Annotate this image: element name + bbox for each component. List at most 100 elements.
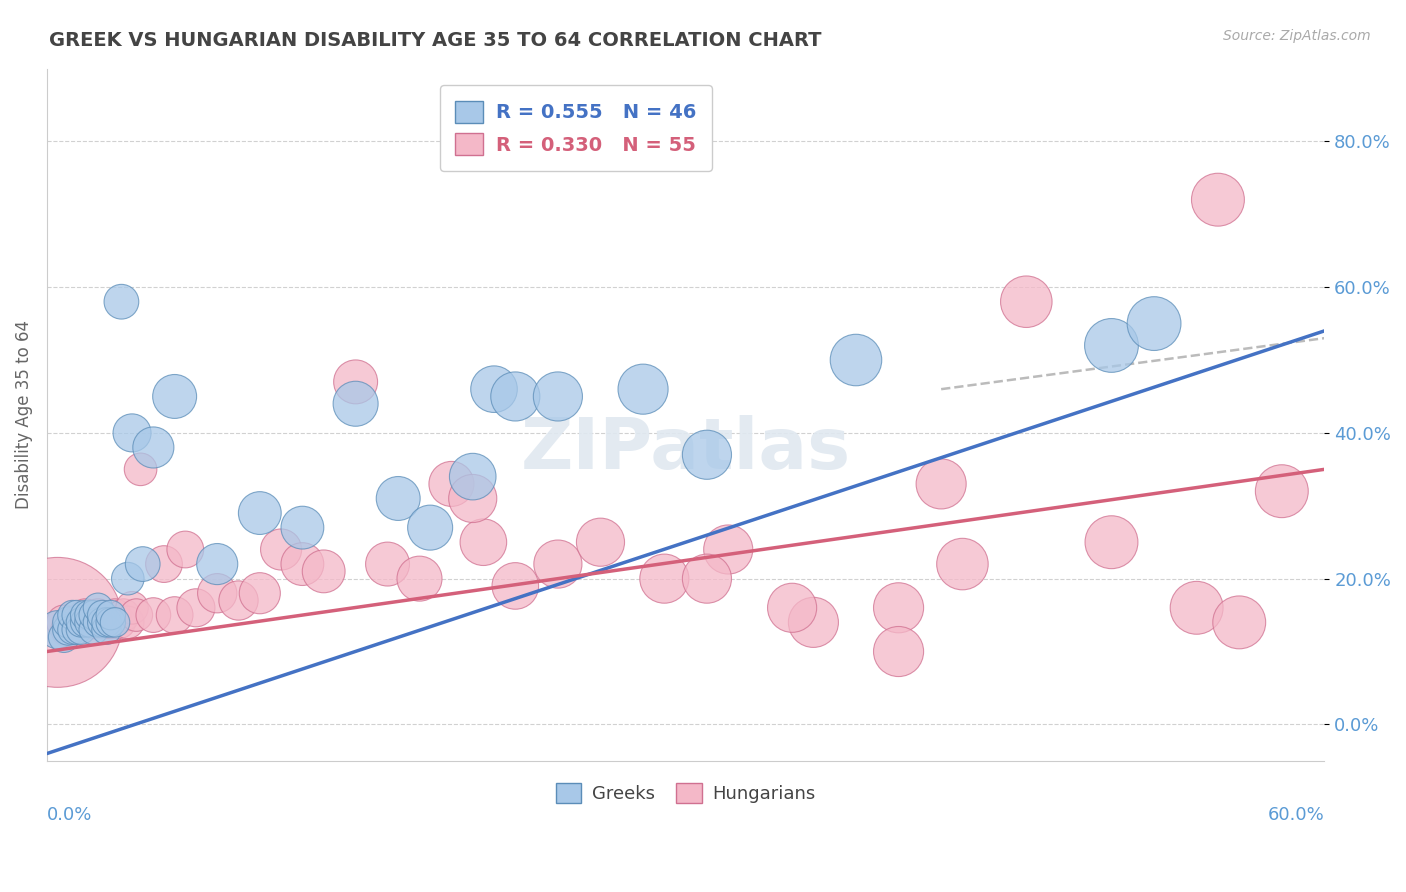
Point: [83, 608, 105, 623]
Point: [803, 615, 825, 630]
Point: [62, 608, 84, 623]
Text: 0.0%: 0.0%: [46, 805, 93, 824]
Point: [66, 623, 89, 637]
Point: [205, 557, 228, 571]
Point: [100, 608, 122, 623]
Point: [482, 382, 505, 396]
Point: [505, 579, 527, 593]
Point: [104, 608, 127, 623]
Point: [377, 557, 399, 571]
Point: [472, 535, 495, 549]
Point: [184, 600, 207, 615]
Point: [91, 608, 114, 623]
Point: [1101, 535, 1123, 549]
Point: [344, 397, 367, 411]
Point: [142, 441, 165, 455]
Point: [87, 600, 110, 615]
Point: [62, 615, 84, 630]
Point: [79, 615, 101, 630]
Point: [547, 389, 569, 403]
Point: [79, 615, 101, 630]
Point: [1143, 317, 1166, 331]
Point: [1271, 484, 1294, 499]
Point: [205, 586, 228, 600]
Point: [52, 615, 75, 630]
Point: [163, 389, 186, 403]
Point: [75, 608, 97, 623]
Point: [62, 623, 84, 637]
Point: [79, 608, 101, 623]
Point: [153, 557, 176, 571]
Point: [887, 644, 910, 658]
Point: [419, 521, 441, 535]
Text: 60.0%: 60.0%: [1268, 805, 1324, 824]
Point: [87, 608, 110, 623]
Point: [108, 615, 131, 630]
Point: [249, 506, 271, 520]
Point: [110, 294, 132, 309]
Point: [121, 425, 143, 440]
Point: [131, 557, 153, 571]
Point: [1206, 193, 1229, 207]
Point: [104, 615, 127, 630]
Point: [461, 491, 484, 506]
Point: [75, 615, 97, 630]
Point: [387, 491, 409, 506]
Y-axis label: Disability Age 35 to 64: Disability Age 35 to 64: [15, 320, 32, 509]
Point: [717, 542, 740, 557]
Point: [70, 615, 93, 630]
Point: [780, 600, 803, 615]
Point: [1185, 600, 1208, 615]
Point: [1227, 615, 1250, 630]
Point: [654, 572, 676, 586]
Point: [83, 623, 105, 637]
Point: [66, 615, 89, 630]
Point: [117, 615, 139, 630]
Point: [174, 542, 197, 557]
Point: [929, 476, 952, 491]
Point: [91, 615, 114, 630]
Point: [344, 375, 367, 389]
Point: [505, 389, 527, 403]
Point: [87, 615, 110, 630]
Point: [547, 557, 569, 571]
Point: [91, 615, 114, 630]
Point: [96, 615, 118, 630]
Point: [1101, 338, 1123, 352]
Point: [270, 542, 292, 557]
Point: [696, 572, 718, 586]
Point: [408, 572, 430, 586]
Point: [96, 623, 118, 637]
Point: [75, 608, 97, 623]
Point: [952, 557, 974, 571]
Point: [46, 615, 69, 630]
Point: [56, 623, 79, 637]
Point: [249, 586, 271, 600]
Text: Source: ZipAtlas.com: Source: ZipAtlas.com: [1223, 29, 1371, 43]
Point: [631, 382, 654, 396]
Point: [291, 557, 314, 571]
Point: [887, 600, 910, 615]
Point: [112, 608, 135, 623]
Text: GREEK VS HUNGARIAN DISABILITY AGE 35 TO 64 CORRELATION CHART: GREEK VS HUNGARIAN DISABILITY AGE 35 TO …: [49, 31, 821, 50]
Point: [100, 615, 122, 630]
Point: [589, 535, 612, 549]
Point: [129, 462, 152, 476]
Point: [70, 615, 93, 630]
Point: [440, 476, 463, 491]
Point: [117, 572, 139, 586]
Point: [1015, 294, 1038, 309]
Point: [163, 608, 186, 623]
Point: [66, 608, 89, 623]
Point: [228, 593, 250, 607]
Point: [121, 600, 143, 615]
Point: [56, 615, 79, 630]
Point: [312, 565, 335, 579]
Point: [100, 615, 122, 630]
Text: ZIPatlas: ZIPatlas: [520, 415, 851, 483]
Point: [696, 448, 718, 462]
Point: [46, 623, 69, 637]
Point: [461, 469, 484, 483]
Point: [52, 630, 75, 644]
Point: [125, 608, 148, 623]
